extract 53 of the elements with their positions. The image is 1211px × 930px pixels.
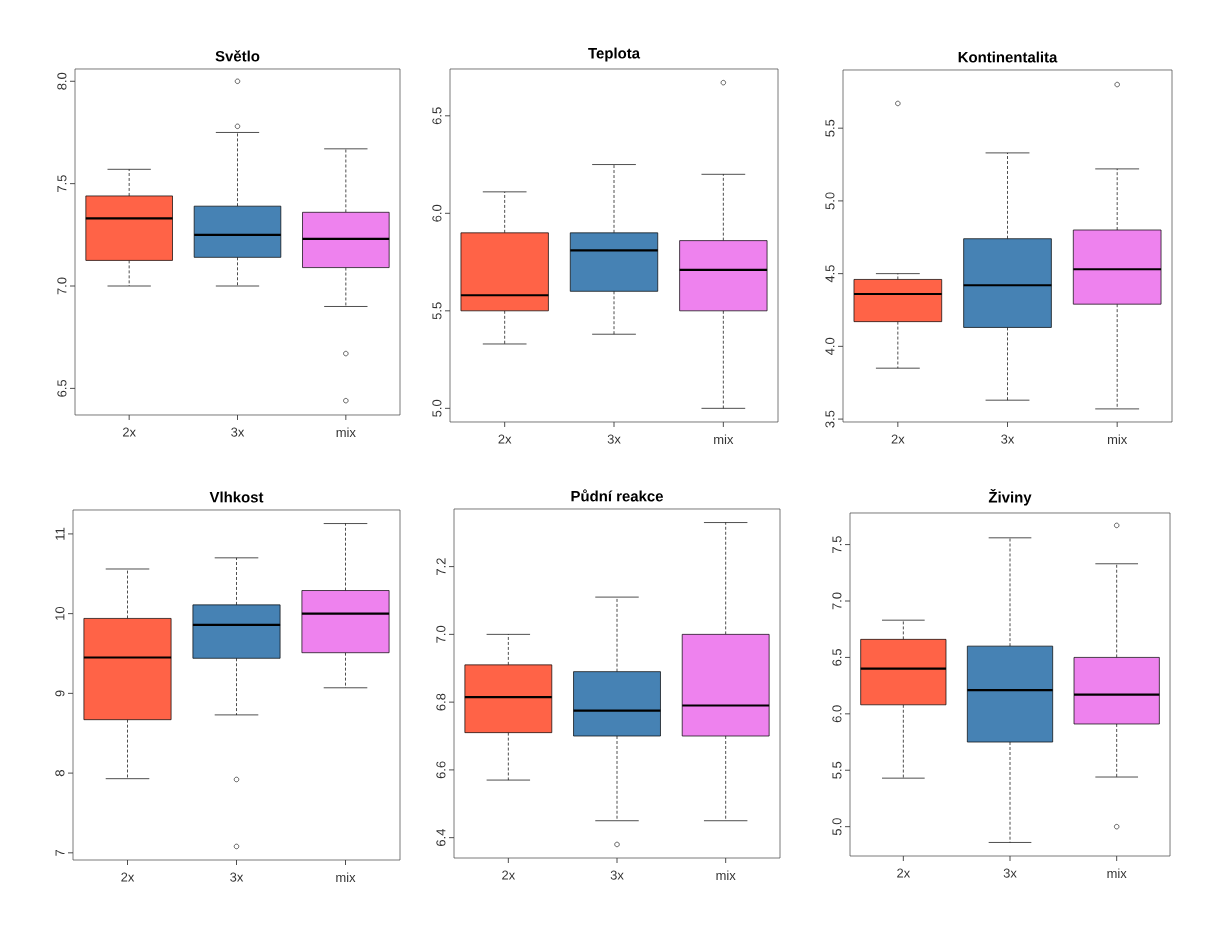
y-tick-label: 6.5 [432,107,442,125]
y-tick-label: 7 [55,849,65,856]
x-tick-label: 2x [502,870,516,880]
y-tick-label: 7.0 [57,277,67,295]
chart-title: Světlo [215,50,260,62]
y-tick-label: 5.5 [432,302,442,320]
y-tick-label: 7.0 [832,592,842,610]
y-tick-label: 6.8 [436,693,446,711]
x-tick-label: mix [336,427,356,437]
y-tick-label: 7.2 [436,558,446,575]
chart-title: Živiny [988,489,1032,506]
y-tick-label: 5.0 [832,818,842,836]
x-tick-label: 2x [891,434,905,444]
x-tick-label: mix [716,870,736,880]
x-tick-label: 2x [121,872,135,882]
y-tick-label: 7.5 [832,536,842,553]
x-tick-label: 3x [231,427,245,437]
y-tick-label: 5.5 [825,119,835,137]
y-tick-label: 7.0 [436,625,446,643]
x-tick-label: 2x [897,868,911,878]
y-tick-label: 6.5 [832,648,842,666]
x-tick-label: mix [1107,868,1127,878]
x-tick-label: mix [336,872,356,882]
x-tick-label: 2x [122,427,136,437]
y-tick-label: 6.0 [832,705,842,723]
y-tick-label: 10 [55,606,65,620]
chart-title: Kontinentalita [958,51,1058,63]
y-tick-label: 6.5 [57,379,67,397]
x-tick-label: 3x [610,870,624,880]
y-tick-label: 8.0 [57,72,67,90]
x-tick-label: mix [714,434,734,444]
x-tick-label: 3x [1001,434,1015,444]
y-tick-label: 6.6 [436,761,446,779]
y-tick-label: 5.0 [432,399,442,417]
y-tick-label: 8 [55,770,65,777]
y-tick-label: 4.0 [825,337,835,356]
x-tick-label: 3x [230,872,244,882]
y-tick-label: 6.4 [436,829,446,847]
y-tick-label: 3.5 [825,410,835,428]
x-tick-label: mix [1107,434,1128,444]
y-tick-label: 5.0 [825,192,835,210]
y-tick-label: 5.5 [832,761,842,779]
x-tick-label: 2x [498,434,512,444]
chart-title: Půdní reakce [571,489,663,502]
chart-title: Teplota [588,47,641,62]
y-tick-label: 6.0 [432,204,442,222]
x-tick-label: 3x [607,434,621,444]
y-tick-label: 11 [55,527,65,540]
y-tick-label: 4.5 [825,265,835,283]
x-tick-label: 3x [1003,868,1017,878]
y-tick-label: 7.5 [57,175,67,192]
chart-title: Vlhkost [209,491,264,503]
y-tick-label: 9 [55,690,65,697]
